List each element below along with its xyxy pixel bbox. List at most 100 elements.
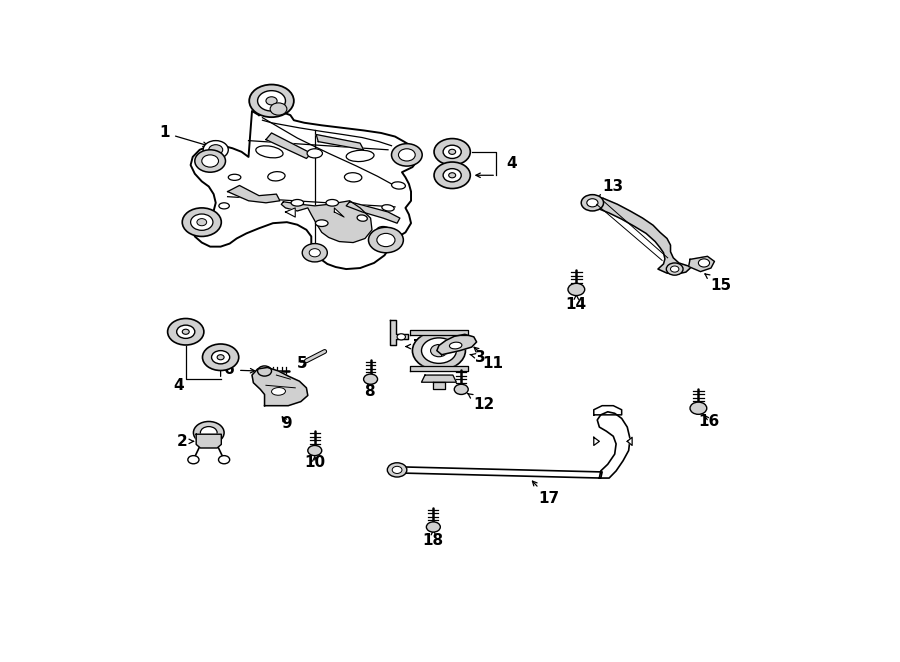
Circle shape [690, 402, 707, 414]
Circle shape [202, 344, 238, 371]
Circle shape [387, 463, 407, 477]
Circle shape [434, 138, 471, 165]
Polygon shape [191, 94, 418, 269]
Text: 13: 13 [598, 179, 624, 199]
Text: 2: 2 [177, 434, 194, 449]
Circle shape [194, 150, 226, 172]
Circle shape [270, 103, 287, 115]
Circle shape [421, 338, 456, 363]
Ellipse shape [382, 205, 394, 211]
Ellipse shape [345, 173, 362, 182]
Circle shape [308, 446, 322, 455]
Circle shape [310, 249, 320, 257]
Circle shape [302, 244, 328, 262]
Polygon shape [688, 256, 715, 271]
Circle shape [217, 355, 224, 359]
Polygon shape [410, 366, 468, 371]
Circle shape [397, 334, 406, 340]
Circle shape [257, 91, 285, 111]
Circle shape [188, 455, 199, 464]
Polygon shape [598, 412, 630, 478]
Circle shape [249, 85, 293, 117]
Circle shape [568, 283, 585, 295]
Text: 18: 18 [423, 530, 444, 548]
Circle shape [364, 374, 378, 384]
Circle shape [430, 344, 447, 357]
Text: 3: 3 [470, 350, 486, 365]
Polygon shape [346, 202, 400, 223]
Circle shape [427, 522, 440, 532]
Ellipse shape [377, 226, 390, 233]
Text: 5: 5 [297, 356, 308, 371]
Polygon shape [266, 133, 311, 158]
Ellipse shape [392, 182, 405, 189]
Ellipse shape [307, 149, 322, 158]
Circle shape [666, 263, 683, 275]
Polygon shape [627, 438, 632, 446]
Circle shape [443, 145, 461, 158]
Polygon shape [285, 208, 295, 217]
Ellipse shape [449, 342, 462, 349]
Circle shape [203, 140, 229, 159]
Polygon shape [228, 185, 280, 203]
Circle shape [377, 234, 395, 247]
Circle shape [670, 266, 679, 272]
Polygon shape [434, 382, 445, 389]
Polygon shape [316, 134, 364, 150]
Polygon shape [410, 330, 468, 336]
Text: 4: 4 [174, 378, 184, 393]
Ellipse shape [219, 203, 230, 209]
Text: 14: 14 [566, 295, 587, 312]
Polygon shape [594, 406, 622, 415]
Circle shape [212, 351, 230, 364]
Text: 10: 10 [304, 455, 325, 470]
Circle shape [191, 214, 213, 230]
Circle shape [176, 325, 194, 338]
Circle shape [167, 318, 204, 345]
Circle shape [399, 149, 415, 161]
Polygon shape [594, 438, 599, 446]
Circle shape [587, 199, 598, 207]
Circle shape [197, 218, 207, 226]
Polygon shape [334, 208, 344, 217]
Circle shape [434, 162, 471, 189]
Circle shape [202, 155, 219, 167]
Text: 6: 6 [224, 363, 255, 377]
Text: 7: 7 [406, 339, 423, 354]
Text: 1: 1 [159, 126, 208, 146]
Polygon shape [196, 434, 221, 448]
Text: 17: 17 [533, 481, 559, 506]
Ellipse shape [291, 199, 303, 206]
Circle shape [201, 426, 217, 439]
Ellipse shape [256, 146, 284, 158]
Ellipse shape [357, 215, 367, 221]
Circle shape [449, 149, 455, 154]
Ellipse shape [272, 387, 285, 395]
Circle shape [266, 97, 277, 105]
Text: 15: 15 [705, 274, 732, 293]
Circle shape [392, 144, 422, 166]
Circle shape [449, 173, 455, 178]
Circle shape [412, 331, 465, 370]
Ellipse shape [268, 171, 285, 181]
Circle shape [257, 366, 272, 376]
Circle shape [368, 227, 403, 253]
Ellipse shape [316, 220, 328, 226]
Polygon shape [436, 334, 477, 355]
Circle shape [454, 384, 468, 395]
Text: 4: 4 [507, 156, 517, 171]
Polygon shape [390, 320, 408, 344]
Polygon shape [587, 197, 691, 274]
Circle shape [581, 195, 604, 211]
Polygon shape [252, 367, 308, 406]
Circle shape [392, 466, 402, 473]
Polygon shape [421, 375, 456, 382]
Ellipse shape [346, 150, 374, 162]
Text: 8: 8 [364, 381, 374, 399]
Polygon shape [399, 467, 602, 478]
Circle shape [194, 422, 224, 444]
Circle shape [209, 145, 222, 155]
Circle shape [219, 455, 230, 464]
Circle shape [698, 259, 709, 267]
Text: 16: 16 [698, 414, 719, 430]
